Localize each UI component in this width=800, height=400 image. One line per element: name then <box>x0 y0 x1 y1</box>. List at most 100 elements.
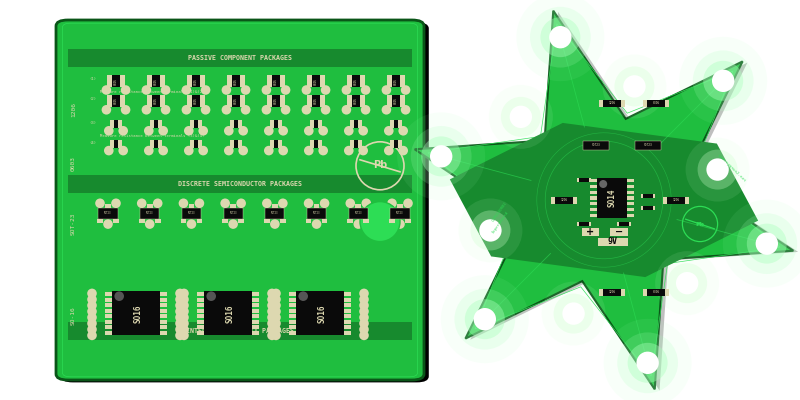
Bar <box>158 120 162 128</box>
Bar <box>190 140 194 148</box>
Bar <box>223 208 242 219</box>
Bar <box>310 140 314 148</box>
Bar <box>105 292 112 296</box>
Ellipse shape <box>104 146 114 155</box>
Bar <box>107 95 112 107</box>
Ellipse shape <box>441 275 529 363</box>
Ellipse shape <box>222 105 231 115</box>
Bar <box>252 325 259 329</box>
Bar <box>354 120 358 128</box>
Bar <box>118 120 122 128</box>
Ellipse shape <box>262 85 271 95</box>
Bar <box>392 75 400 87</box>
Bar <box>590 214 597 217</box>
Bar <box>270 140 274 148</box>
Bar <box>589 178 591 182</box>
Ellipse shape <box>175 306 185 316</box>
Ellipse shape <box>175 294 185 304</box>
Ellipse shape <box>175 318 185 328</box>
Ellipse shape <box>604 319 692 400</box>
Ellipse shape <box>264 126 274 136</box>
Ellipse shape <box>175 289 185 298</box>
Bar <box>238 140 242 148</box>
Bar <box>641 194 643 198</box>
Ellipse shape <box>220 198 230 208</box>
Ellipse shape <box>384 146 394 155</box>
Bar <box>318 120 322 128</box>
Ellipse shape <box>756 232 778 255</box>
Ellipse shape <box>175 324 185 334</box>
Bar <box>267 95 272 107</box>
Text: 0805: 0805 <box>194 78 198 85</box>
Bar <box>685 197 689 204</box>
Text: SOT23: SOT23 <box>271 211 278 215</box>
Ellipse shape <box>111 198 121 208</box>
Bar <box>280 95 285 107</box>
Text: SO-16: SO-16 <box>71 306 76 324</box>
Bar <box>197 309 204 313</box>
Bar <box>182 208 201 219</box>
Bar <box>307 95 312 107</box>
Ellipse shape <box>228 219 238 229</box>
Bar <box>314 204 319 208</box>
Bar <box>280 219 286 223</box>
Bar <box>154 120 158 128</box>
Ellipse shape <box>359 306 369 316</box>
Bar <box>238 120 242 128</box>
Bar <box>240 95 245 107</box>
Ellipse shape <box>602 54 666 118</box>
Ellipse shape <box>118 146 128 155</box>
Text: 0805: 0805 <box>234 98 238 104</box>
Ellipse shape <box>302 85 311 95</box>
FancyBboxPatch shape <box>56 20 424 380</box>
Bar <box>665 100 669 108</box>
Bar <box>160 320 167 324</box>
Bar <box>289 292 296 296</box>
Text: Measure resistance between terminals (3)&(4): Measure resistance between terminals (3)… <box>100 134 205 138</box>
Text: 0805: 0805 <box>354 78 358 85</box>
Bar <box>349 208 368 219</box>
Bar <box>398 140 402 148</box>
Ellipse shape <box>359 294 369 304</box>
Ellipse shape <box>271 324 281 334</box>
Ellipse shape <box>267 289 277 298</box>
Bar <box>114 140 118 148</box>
Ellipse shape <box>238 126 248 136</box>
Bar <box>344 314 351 318</box>
Bar <box>289 303 296 307</box>
Bar <box>390 120 394 128</box>
Text: (1): (1) <box>90 77 97 81</box>
Bar <box>240 75 245 87</box>
Bar <box>272 75 280 87</box>
Ellipse shape <box>359 313 369 322</box>
Bar <box>68 322 412 340</box>
Bar <box>582 228 599 236</box>
Bar <box>197 303 204 307</box>
Bar <box>200 95 205 107</box>
Bar <box>643 289 647 296</box>
Bar <box>107 75 112 87</box>
Bar <box>312 95 320 107</box>
Bar <box>112 95 120 107</box>
Text: SOT23: SOT23 <box>188 211 195 215</box>
Ellipse shape <box>686 138 750 202</box>
Ellipse shape <box>104 126 114 136</box>
Ellipse shape <box>267 301 277 310</box>
Bar <box>252 309 259 313</box>
Bar <box>643 100 647 108</box>
Ellipse shape <box>676 272 698 294</box>
Text: SO16: SO16 <box>133 304 142 323</box>
Text: SOT23: SOT23 <box>146 211 154 215</box>
Text: SOT23: SOT23 <box>644 143 652 147</box>
Bar <box>289 320 296 324</box>
Text: 0805: 0805 <box>114 98 118 104</box>
Bar <box>406 219 411 223</box>
Ellipse shape <box>179 301 189 310</box>
Bar <box>105 320 112 324</box>
Text: 1206: 1206 <box>71 102 76 118</box>
Ellipse shape <box>298 291 308 301</box>
Ellipse shape <box>747 224 787 264</box>
Bar <box>603 100 621 108</box>
Ellipse shape <box>87 306 97 316</box>
Ellipse shape <box>121 105 130 115</box>
